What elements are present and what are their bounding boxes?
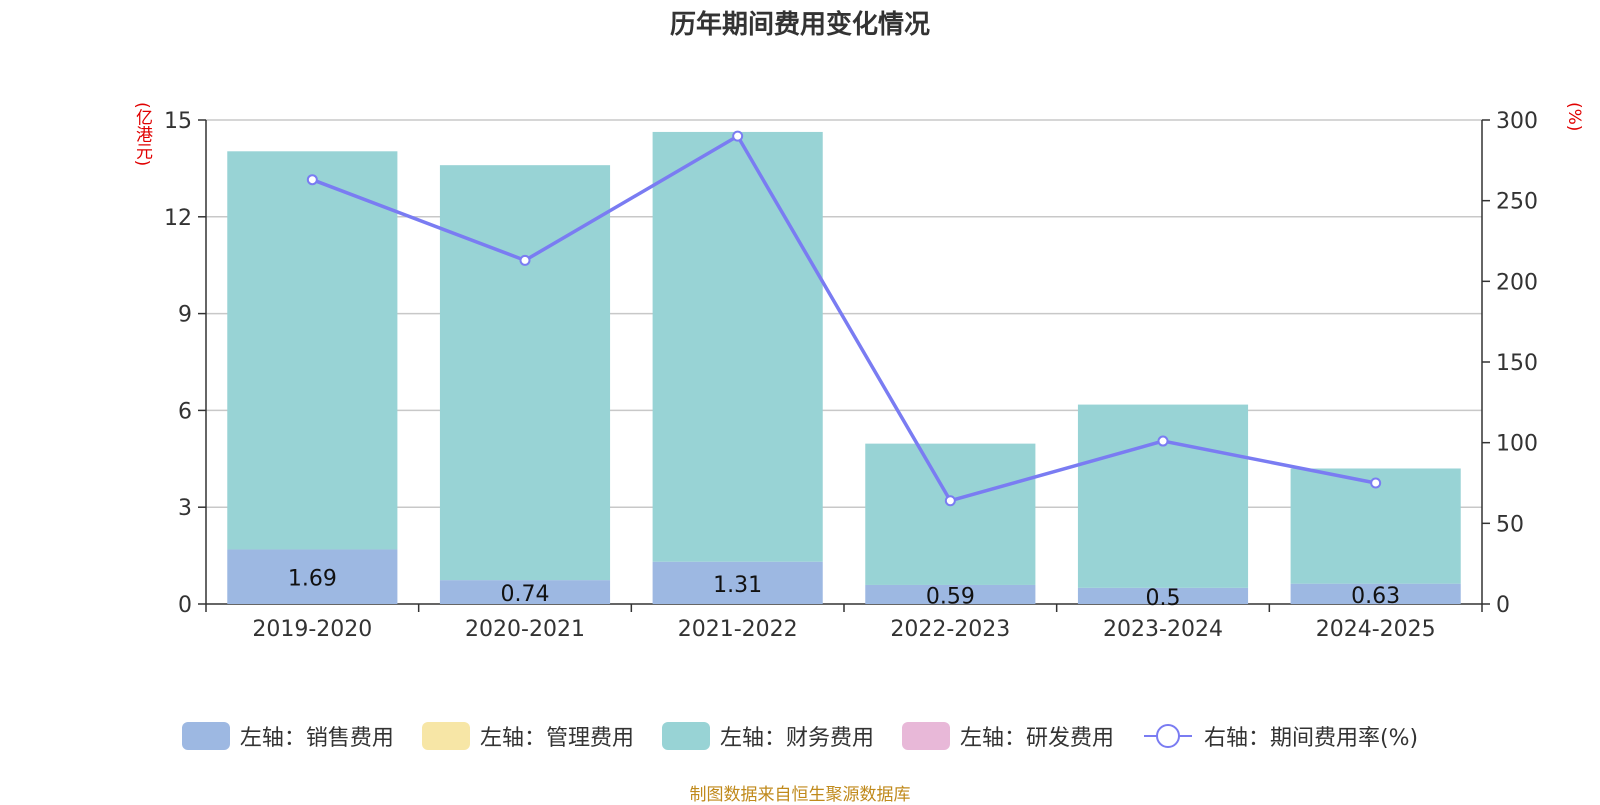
x-axis-tick-label: 2023-2024 <box>1103 617 1223 642</box>
expense-rate-point <box>1370 477 1382 489</box>
bar-segment <box>865 584 1036 604</box>
legend-swatch-sales <box>181 722 230 750</box>
bar-data-label: 0.59 <box>926 584 975 609</box>
chart-title: 历年期间费用变化情况 <box>669 10 930 40</box>
right-axis-label: (%) <box>1564 102 1584 132</box>
left-axis-tick-label: 0 <box>178 593 192 618</box>
bar-segment <box>865 443 1036 585</box>
bar-segment <box>1077 404 1249 588</box>
right-axis-tick-label: 250 <box>1496 190 1538 215</box>
bar-segment <box>1290 583 1461 604</box>
legend-label-admin: 左轴：管理费用 <box>479 726 634 751</box>
right-axis-tick-label: 200 <box>1496 270 1538 295</box>
legend-item-sales[interactable]: 左轴：销售费用 <box>181 720 394 752</box>
expense-rate-point <box>519 254 531 266</box>
right-axis-tick-label: 50 <box>1496 512 1524 537</box>
right-axis-tick-label: 100 <box>1496 432 1538 457</box>
bar-segment <box>227 549 398 604</box>
left-axis-tick-label: 12 <box>164 206 192 231</box>
bar-segment <box>652 131 823 562</box>
legend-swatch-rd <box>901 722 950 750</box>
bar-segment <box>1077 587 1249 604</box>
expense-rate-point <box>732 130 744 142</box>
bar-data-label: 0.5 <box>1146 586 1181 611</box>
legend-item-finance[interactable]: 左轴：财务费用 <box>661 720 874 752</box>
x-axis-tick-label: 2024-2025 <box>1316 617 1436 642</box>
bar-segment <box>439 580 611 604</box>
legend-label-sales: 左轴：销售费用 <box>239 726 394 751</box>
expense-rate-line <box>311 133 1377 503</box>
legend-item-admin[interactable]: 左轴：管理费用 <box>421 720 634 752</box>
legend-swatch-admin <box>421 722 470 750</box>
legend-item-rd[interactable]: 左轴：研发费用 <box>901 720 1114 752</box>
x-axis-tick-label: 2019-2020 <box>252 617 372 642</box>
bar-data-label: 1.69 <box>288 567 337 592</box>
bar-data-label: 0.74 <box>501 582 550 607</box>
legend-label-finance: 左轴：财务费用 <box>719 726 874 751</box>
source-note: 制图数据来自恒生聚源数据库 <box>689 785 911 805</box>
legend-item-expense-rate[interactable]: 右轴：期间费用率(%) <box>1142 720 1418 752</box>
left-axis-tick-label: 6 <box>178 399 192 424</box>
bar-segment <box>227 151 398 550</box>
bar-data-label: 1.31 <box>713 573 762 598</box>
right-axis-tick-label: 0 <box>1496 593 1510 618</box>
x-axis-tick-label: 2022-2023 <box>890 617 1010 642</box>
x-axis-tick-label: 2021-2022 <box>678 617 798 642</box>
left-axis-label: (亿港元) <box>132 102 152 167</box>
right-axis-tick-label: 300 <box>1496 109 1538 134</box>
legend-label-expense-rate: 右轴：期间费用率(%) <box>1203 726 1419 751</box>
expense-rate-point <box>306 174 318 186</box>
x-axis-tick-label: 2020-2021 <box>465 617 585 642</box>
left-axis-tick-label: 15 <box>164 109 192 134</box>
left-axis-tick-label: 3 <box>178 496 192 521</box>
left-axis-tick-label: 9 <box>178 303 192 328</box>
bar-segment <box>439 165 611 581</box>
legend: 左轴：销售费用 左轴：管理费用 左轴：财务费用 左轴：研发费用 右轴：期间费用率… <box>0 720 1600 752</box>
bar-data-label: 0.63 <box>1351 584 1400 609</box>
bar-segment <box>652 561 823 604</box>
expense-rate-point <box>944 495 956 507</box>
legend-swatch-finance <box>661 722 710 750</box>
legend-line-marker-icon <box>1143 724 1192 748</box>
legend-label-rd: 左轴：研发费用 <box>959 726 1114 751</box>
expense-rate-point <box>1157 435 1169 447</box>
right-axis-tick-label: 150 <box>1496 351 1538 376</box>
